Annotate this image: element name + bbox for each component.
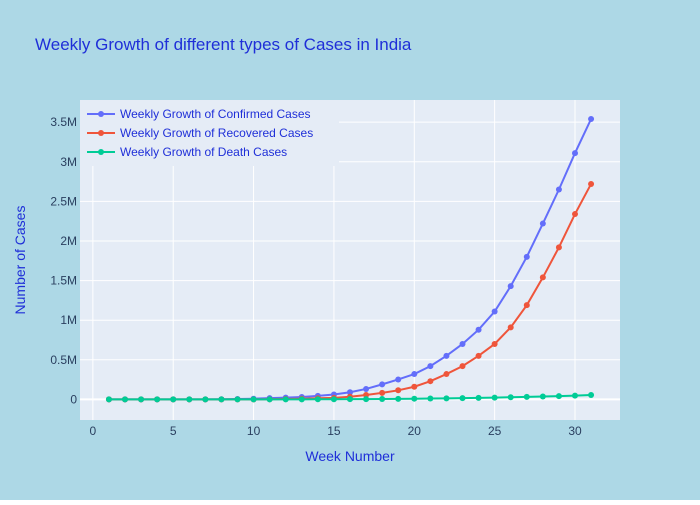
data-point (443, 395, 450, 402)
data-point (154, 396, 161, 403)
legend-item[interactable]: Weekly Growth of Confirmed Cases (87, 107, 311, 121)
legend-label: Weekly Growth of Death Cases (120, 145, 287, 159)
data-point (523, 393, 530, 400)
data-point (379, 389, 386, 396)
x-tick-label: 10 (247, 424, 261, 438)
x-tick-label: 15 (327, 424, 341, 438)
x-axis-ticks: 0 5 10 15 20 25 30 (90, 424, 582, 438)
data-point (491, 394, 498, 401)
legend-box (80, 100, 339, 166)
y-axis-label: Number of Cases (12, 206, 28, 315)
data-point (459, 340, 466, 347)
x-axis-label: Week Number (305, 448, 395, 464)
data-point (539, 393, 546, 400)
y-tick-label: 0.5M (50, 353, 77, 367)
data-point (347, 389, 353, 396)
series-group (105, 116, 595, 403)
data-point (330, 396, 337, 403)
data-point (202, 396, 209, 403)
data-point (427, 378, 434, 385)
data-point (572, 150, 578, 157)
data-point (539, 274, 546, 281)
data-point (555, 244, 562, 251)
x-tick-label: 20 (408, 424, 422, 438)
data-point (475, 352, 482, 359)
data-point (298, 396, 305, 403)
legend-label: Weekly Growth of Confirmed Cases (120, 107, 311, 121)
data-point (395, 387, 402, 394)
x-tick-label: 0 (90, 424, 97, 438)
data-point (122, 396, 128, 403)
legend: Weekly Growth of Confirmed Cases Weekly G… (80, 100, 339, 166)
data-point (475, 326, 482, 333)
y-tick-label: 2.5M (50, 194, 77, 208)
data-point (411, 371, 418, 378)
y-tick-label: 2M (60, 234, 77, 248)
series-3 (105, 391, 595, 403)
data-point (459, 363, 466, 370)
data-point (379, 395, 386, 402)
data-point (572, 392, 578, 399)
data-point (507, 394, 514, 401)
data-point (363, 396, 370, 403)
data-point (250, 396, 257, 403)
y-tick-label: 1.5M (50, 274, 77, 288)
data-point (588, 180, 595, 187)
data-point (507, 283, 514, 290)
data-point (572, 211, 578, 218)
data-point (105, 396, 112, 403)
data-point (266, 396, 273, 403)
data-point (347, 396, 353, 403)
chart-title: Weekly Growth of different types of Case… (35, 35, 412, 54)
x-tick-label: 30 (568, 424, 582, 438)
data-point (138, 396, 145, 403)
legend-swatch-marker (98, 130, 104, 136)
data-point (314, 396, 321, 403)
data-point (507, 324, 514, 331)
data-point (395, 395, 402, 402)
y-axis-ticks: 0 0.5M 1M 1.5M 2M 2.5M 3M 3.5M (50, 115, 77, 406)
data-point (459, 395, 466, 402)
data-point (523, 253, 530, 260)
data-point (427, 395, 434, 402)
data-point (443, 371, 450, 378)
data-point (539, 220, 546, 227)
data-point (443, 352, 450, 359)
data-point (427, 363, 434, 370)
legend-swatch-marker (98, 149, 104, 155)
data-point (555, 186, 562, 193)
data-point (411, 395, 418, 402)
data-point (588, 391, 595, 398)
legend-item[interactable]: Weekly Growth of Recovered Cases (87, 126, 313, 140)
legend-item[interactable]: Weekly Growth of Death Cases (87, 145, 287, 159)
x-tick-label: 5 (170, 424, 177, 438)
data-point (186, 396, 193, 403)
data-point (588, 116, 595, 123)
data-point (491, 340, 498, 347)
data-point (411, 383, 418, 390)
y-tick-label: 0 (70, 392, 77, 406)
y-tick-label: 3M (60, 155, 77, 169)
y-tick-label: 3.5M (50, 115, 77, 129)
legend-swatch-marker (98, 111, 104, 117)
data-point (363, 385, 370, 392)
data-point (234, 396, 241, 403)
data-point (379, 381, 386, 388)
data-point (475, 394, 482, 401)
legend-label: Weekly Growth of Recovered Cases (120, 126, 313, 140)
x-tick-label: 25 (488, 424, 502, 438)
data-point (395, 376, 402, 383)
y-tick-label: 1M (60, 313, 77, 327)
data-point (170, 396, 177, 403)
data-point (491, 308, 498, 315)
data-point (282, 396, 289, 403)
data-point (523, 302, 530, 309)
data-point (218, 396, 225, 403)
data-point (555, 393, 562, 400)
